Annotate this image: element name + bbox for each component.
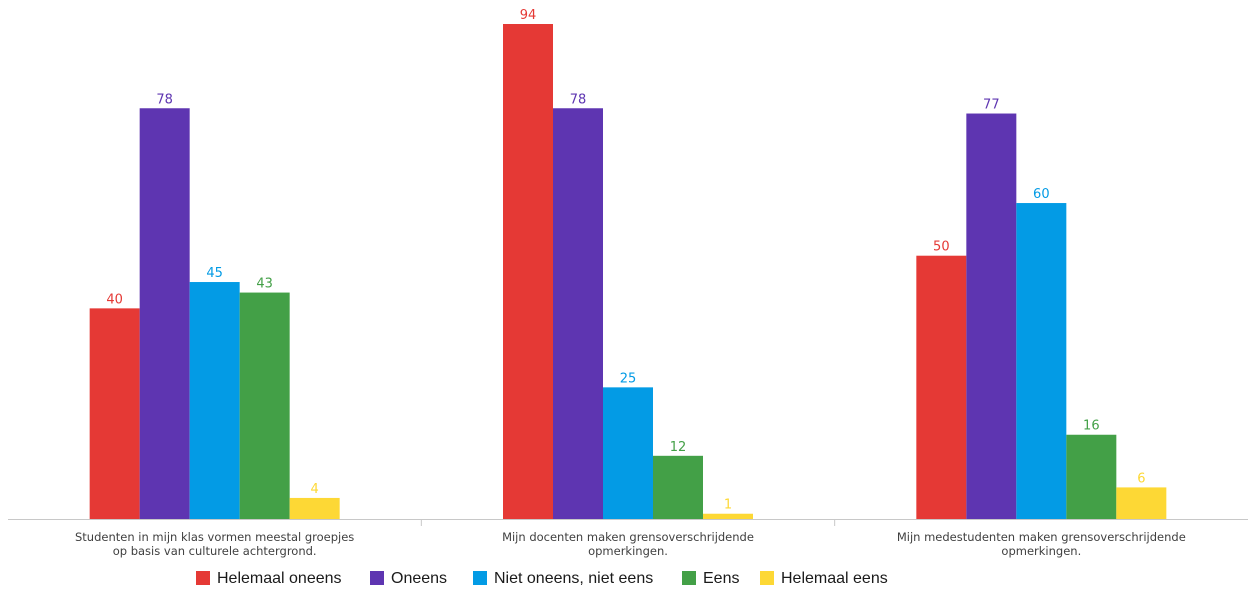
category-label-line: Studenten in mijn klas vormen meestal gr…: [75, 530, 354, 544]
legend-label: Oneens: [391, 570, 447, 587]
data-label: 78: [570, 92, 587, 107]
bar: [653, 455, 703, 519]
legend-label: Eens: [703, 570, 739, 587]
bar: [703, 513, 753, 519]
category-labels-group: Studenten in mijn klas vormen meestal gr…: [75, 530, 1186, 558]
category-label: Studenten in mijn klas vormen meestal gr…: [75, 530, 354, 558]
data-label: 43: [256, 277, 273, 292]
data-label: 94: [520, 8, 537, 23]
data-label: 4: [311, 482, 319, 497]
data-label: 45: [206, 266, 223, 281]
legend-label: Niet oneens, niet eens: [494, 570, 653, 587]
legend-swatch: [473, 571, 487, 585]
legend-label: Helemaal oneens: [217, 570, 342, 587]
category-label-line: opmerkingen.: [1001, 544, 1081, 558]
category-label-line: opmerkingen.: [588, 544, 668, 558]
data-label: 25: [620, 371, 637, 386]
legend-swatch: [370, 571, 384, 585]
bar: [1066, 434, 1117, 519]
legend-swatch: [682, 571, 696, 585]
category-label-line: Mijn docenten maken grensoverschrijdende: [502, 530, 754, 544]
x-axis: [8, 519, 1248, 526]
data-label: 40: [106, 292, 123, 307]
data-label: 77: [983, 98, 1000, 113]
legend-label: Helemaal eens: [781, 570, 888, 587]
data-label: 50: [933, 240, 950, 255]
legend: Helemaal oneens Oneens Niet oneens, niet e…: [196, 570, 888, 587]
bar: [1016, 203, 1067, 520]
bars-group: [89, 24, 1167, 520]
data-label: 12: [670, 440, 687, 455]
category-label: Mijn docenten maken grensoverschrijdende…: [502, 530, 754, 558]
category-label-line: Mijn medestudenten maken grensoverschrij…: [897, 530, 1186, 544]
category-label-line: op basis van culturele achtergrond.: [113, 544, 317, 558]
value-labels-group: 40 78 45 43 4 94 78 25 12 1 50 77 60 16 6: [106, 8, 1145, 513]
legend-swatch: [196, 571, 210, 585]
bar: [603, 387, 653, 519]
data-label: 16: [1083, 419, 1100, 434]
bar: [966, 113, 1017, 520]
category-label: Mijn medestudenten maken grensoverschrij…: [897, 530, 1186, 558]
bar: [139, 108, 190, 520]
bar: [553, 108, 603, 520]
bar: [89, 308, 140, 519]
bar: [189, 282, 240, 519]
bar: [916, 255, 967, 519]
data-label: 1: [724, 498, 732, 513]
bar: [1116, 487, 1167, 519]
legend-swatch: [760, 571, 774, 585]
data-label: 78: [156, 92, 173, 107]
bar: [239, 292, 290, 519]
bar: [289, 497, 340, 519]
bar: [503, 24, 553, 519]
data-label: 6: [1137, 471, 1145, 486]
data-label: 60: [1033, 187, 1050, 202]
